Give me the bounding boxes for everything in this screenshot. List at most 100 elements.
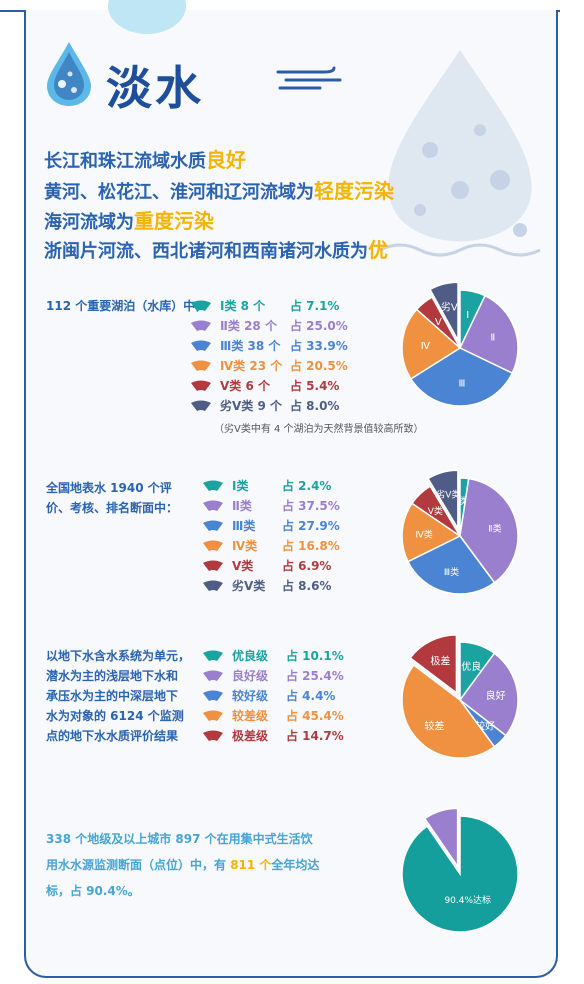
legend-row: Ⅴ类 6 个 占 5.4%	[190, 376, 390, 396]
pie-label: Ⅲ类	[444, 566, 459, 578]
headline-3: 海河流域为重度污染	[44, 209, 214, 233]
pie-slice	[415, 296, 461, 349]
headline-2: 黄河、松花江、淮河和辽河流域为轻度污染	[44, 179, 394, 203]
fan-icon	[203, 560, 223, 571]
legend-percent: 占 33.9%	[290, 339, 348, 353]
background-decoration	[379, 50, 541, 257]
fan-icon	[191, 360, 211, 371]
fan-icon	[191, 400, 211, 411]
legend-label: Ⅲ类 38 个	[220, 339, 281, 353]
fan-icon	[203, 520, 223, 531]
legend-label: Ⅳ类 23 个	[220, 359, 283, 373]
pie-slice	[427, 469, 459, 532]
legend-percent: 占 20.5%	[290, 359, 348, 373]
drinking-pie-chart: 90.4%达标	[401, 807, 519, 933]
legend-label: 良好级	[232, 669, 269, 683]
pie-slice	[429, 281, 459, 341]
legend-percent: 占 16.8%	[282, 539, 340, 553]
pie-label: 90.4%达标	[444, 894, 491, 906]
legend-percent: 占 25.0%	[290, 319, 348, 333]
pie-label: 劣Ⅴ类	[436, 489, 460, 501]
legend-row: Ⅳ类 23 个占 20.5%	[190, 356, 390, 376]
legend-label: Ⅲ类	[232, 519, 256, 533]
lakes-intro: 112 个重要湖泊（水库）中，	[46, 299, 208, 313]
legend-row: Ⅲ类 38 个占 33.9%	[190, 336, 390, 356]
legend-label: Ⅱ类 28 个	[220, 319, 277, 333]
pie-slice	[459, 294, 519, 375]
pie-label: Ⅱ类	[488, 522, 501, 534]
pie-slice	[401, 308, 462, 380]
legend-percent: 占 14.7%	[286, 729, 344, 743]
legend-row: Ⅱ类 28 个占 25.0%	[190, 316, 390, 336]
legend-label: Ⅱ类	[232, 499, 252, 513]
legend-row: Ⅰ类 占 2.4%	[202, 476, 402, 496]
pie-slice	[423, 807, 459, 869]
pie-slice	[406, 535, 496, 595]
pie-slice	[401, 815, 519, 933]
pie-label: Ⅰ	[466, 310, 469, 321]
legend-label: Ⅰ类 8 个	[220, 299, 266, 313]
water-drop-icon	[47, 42, 91, 106]
pie-label: 劣Ⅴ	[441, 301, 458, 314]
legend-percent: 占 2.4%	[282, 479, 332, 493]
pie-label: 良好	[486, 689, 506, 702]
legend-label: Ⅴ类 6 个	[220, 379, 270, 393]
legend-row: 极差级 占 14.7%	[202, 726, 402, 746]
fan-icon	[203, 580, 223, 591]
legend-label: 劣Ⅴ类 9 个	[220, 399, 282, 413]
legend-row: Ⅴ类 占 6.9%	[202, 556, 402, 576]
legend-row: 较差级 占 45.4%	[202, 706, 402, 726]
fan-icon	[191, 380, 211, 391]
surface-intro: 全国地表水 1940 个评 价、考核、排名断面中：	[46, 481, 179, 515]
legend-label: 劣Ⅴ类	[232, 579, 266, 593]
legend-row: 良好级 占 25.4%	[202, 666, 402, 686]
pie-slice	[459, 477, 519, 584]
fan-icon	[191, 300, 211, 311]
legend-percent: 占 5.4%	[290, 379, 340, 393]
lakes-pie-chart: Ⅰ Ⅱ Ⅲ Ⅳ Ⅴ 劣Ⅴ	[401, 281, 519, 407]
fan-icon	[203, 540, 223, 551]
legend-row: Ⅲ类 占 27.9%	[202, 516, 402, 536]
legend-percent: 占 10.1%	[286, 649, 344, 663]
surface-pie-chart: Ⅰ类 Ⅱ类 Ⅲ类 Ⅳ类 Ⅴ类 劣Ⅴ类	[401, 469, 519, 595]
fan-icon	[203, 710, 223, 721]
pie-label: Ⅲ	[459, 379, 466, 390]
legend-percent: 占 37.5%	[282, 499, 340, 513]
legend-row: Ⅰ类 8 个 占 7.1%	[190, 296, 390, 316]
legend-label: Ⅴ类	[232, 559, 254, 573]
legend-percent: 占 27.9%	[282, 519, 340, 533]
pie-slice	[411, 485, 461, 537]
legend-row: Ⅱ类 占 37.5%	[202, 496, 402, 516]
legend-percent: 占 4.4%	[286, 689, 336, 703]
pie-slice	[409, 634, 458, 695]
fan-icon	[191, 340, 211, 351]
pie-label: 较差	[424, 719, 444, 732]
legend-percent: 占 7.1%	[290, 299, 340, 313]
fan-icon	[191, 320, 211, 331]
legend-label: 极差级	[232, 729, 269, 743]
legend-percent: 占 25.4%	[286, 669, 344, 683]
wind-lines-icon	[276, 66, 342, 90]
pie-label: Ⅴ类	[428, 505, 443, 517]
legend-label: 优良级	[232, 649, 269, 663]
pie-label: 优良	[461, 660, 481, 673]
pie-slice	[409, 347, 514, 407]
headline-4: 浙闽片河流、西北诸河和西南诸河水质为优	[44, 238, 388, 262]
pie-label: Ⅴ	[435, 317, 442, 328]
legend-label: 较好级	[232, 689, 269, 703]
pie-label: Ⅰ类	[457, 495, 469, 507]
legend-label: Ⅳ类	[232, 539, 258, 553]
legend-percent: 占 8.0%	[290, 399, 340, 413]
pie-label: Ⅳ	[421, 341, 431, 352]
fan-icon	[203, 690, 223, 701]
drinking-text: 338 个地级及以上城市 897 个在用集中式生活饮 用水水源监测断面（点位）中…	[46, 832, 320, 898]
legend-row: Ⅳ类 占 16.8%	[202, 536, 402, 556]
fan-icon	[203, 500, 223, 511]
pie-slice	[458, 652, 519, 737]
page-title: 淡水	[106, 61, 204, 115]
legend-percent: 占 8.6%	[282, 579, 332, 593]
pie-slice	[401, 502, 462, 563]
headline-1: 长江和珠江流域水质良好	[44, 148, 246, 172]
pie-slice	[401, 663, 496, 759]
